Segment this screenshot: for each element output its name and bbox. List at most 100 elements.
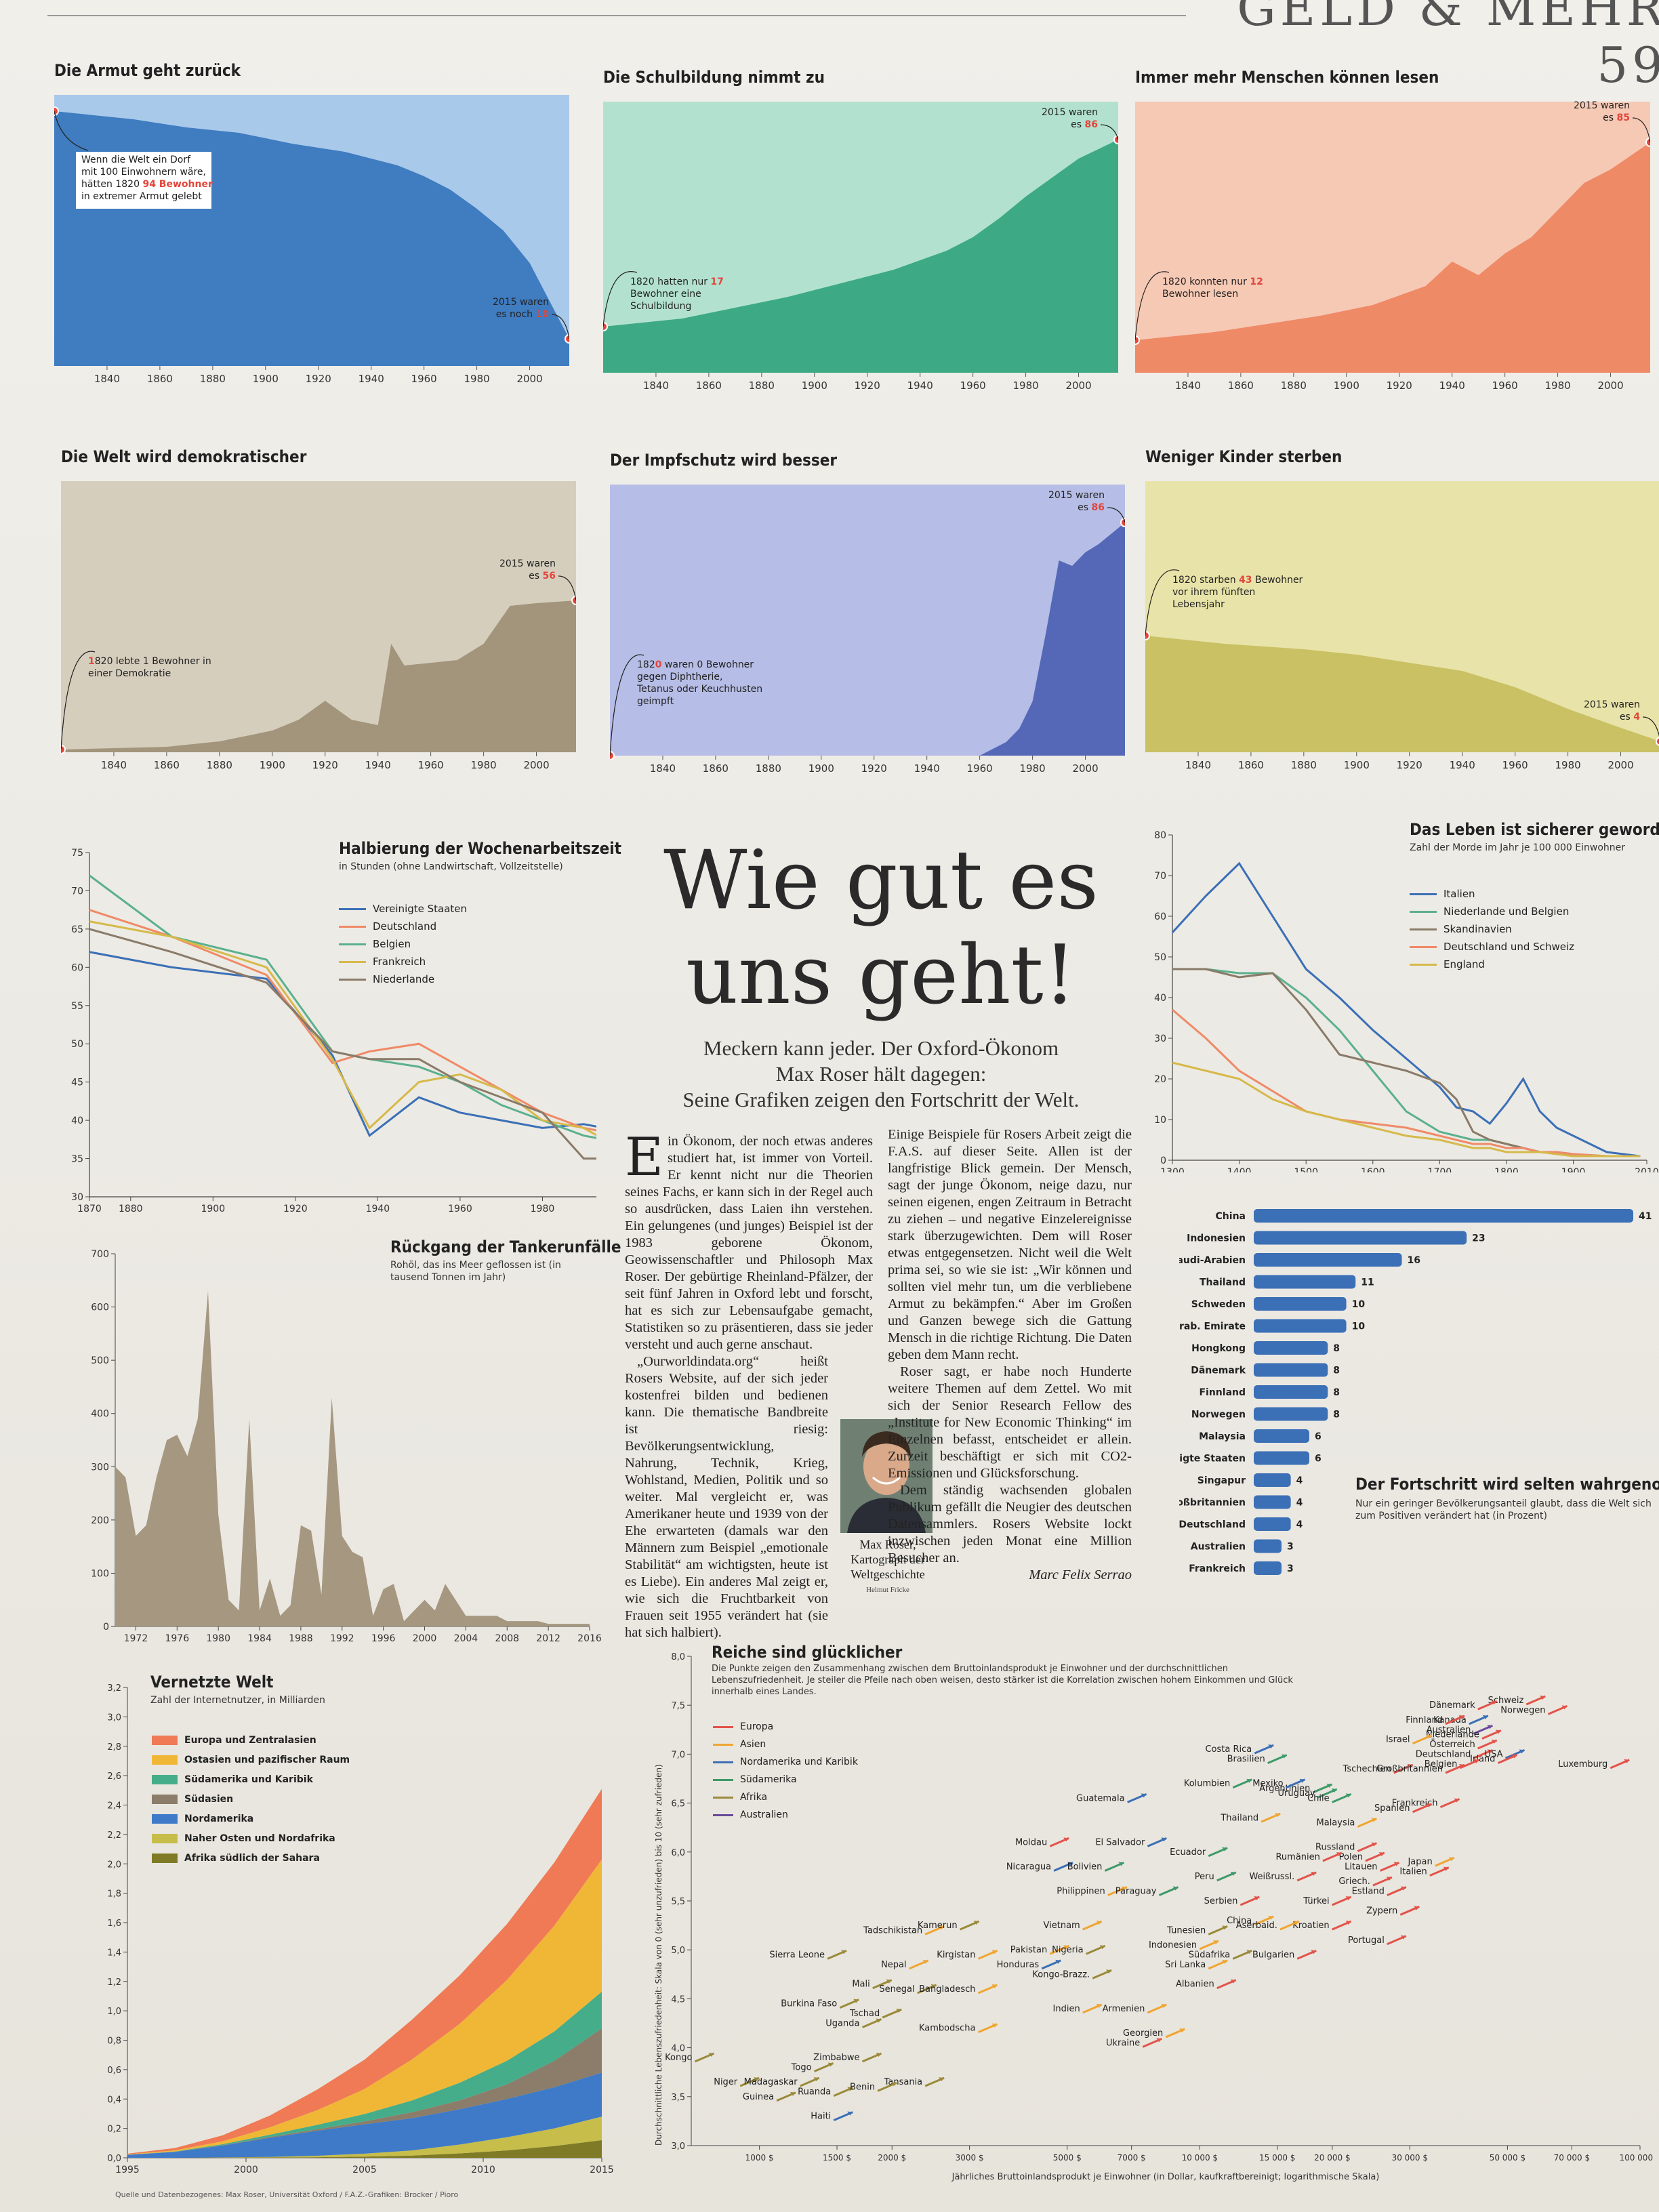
x-tick-label: 1972 [124,1633,148,1644]
bar-category-label: Dänemark [1191,1366,1246,1376]
country-label: Griech. [1338,1877,1370,1887]
x-tick-label: 1960 [1492,380,1518,392]
annotation-text: hätten 1820 94 Bewohner [81,179,213,190]
country-arrowhead [1063,1837,1069,1842]
x-tick-label: 1900 [802,380,827,392]
country-label: Argentinien [1259,1784,1310,1794]
bar-value-label: 3 [1287,1563,1294,1574]
x-tick-label: 1880 [749,380,775,392]
end-annotation: 2015 waren [1584,699,1640,710]
area-chart-panel: Die Welt wird demokratischer 1840 1860 1880… [61,447,576,786]
country-arrowhead [813,2077,819,2082]
series-line [1171,861,1641,1158]
end-annotation-part: es [1620,712,1633,722]
x-tick-label: 1960 [411,373,437,385]
country-arrowhead [1141,1793,1147,1798]
tanker-spill-plot: 700 600 500 400 300 200 100 0 1972 1976 1980 1984 19… [91,1249,602,1644]
y-tick-label: 400 [91,1409,109,1420]
start-point [61,745,66,754]
area-plot: 1840 1860 1880 1900 1920 1940 1960 1980 2000 1820… [61,481,576,771]
country-arrowhead [1222,1847,1228,1851]
legend-swatch [339,978,366,981]
internet-users-plot: 3,2 3,0 2,8 2,6 2,4 2,2 2,0 1,8 1,6 1,4 1,2 1,0 0,8 0… [107,1683,614,2175]
country-label: Kolumbien [1184,1779,1230,1789]
country-arrowhead [1407,1764,1413,1769]
country-arrowhead [939,2077,945,2082]
x-tick-label: 1980 [206,1633,230,1644]
country-label: Mali [852,1980,869,1990]
legend-item: Asien [713,1739,766,1750]
legend-label: Afrika [740,1792,768,1803]
bar [1254,1561,1282,1575]
country-arrowhead [1473,1759,1479,1763]
y-tick-label: 20 [1154,1074,1166,1085]
country-arrowhead [1326,1783,1332,1788]
bar-value-label: 8 [1333,1366,1340,1376]
legend-item: Südamerika [713,1774,797,1785]
x-tick-label: 1920 [1397,759,1422,771]
x-tick-label: 2000 $ [878,2153,906,2163]
legend-swatch [713,1725,733,1728]
x-tick-label: 3000 $ [956,2153,984,2163]
chart-subtitle: Zahl der Morde im Jahr je 100 000 Einwoh… [1410,842,1625,853]
x-tick-label: 1900 [201,1204,225,1213]
country-label: Israel [1386,1735,1410,1745]
article-paragraph: Roser sagt, er habe noch Hunderte weiter… [888,1364,1132,1481]
bar [1254,1407,1328,1421]
chart-title: Die Schulbildung nimmt zu [603,68,825,87]
country-arrowhead [922,1959,928,1964]
headline: Wie gut es uns geht! [623,834,1139,1023]
bar [1254,1363,1328,1377]
y-tick-label: 30 [71,1192,83,1203]
legend-label: Vereinigte Staaten [373,903,468,915]
country-label: USA [1485,1749,1503,1759]
end-leader [551,314,569,340]
annotation-text: 1820 konnten nur 12 [1162,276,1263,287]
x-tick-label: 1840 [1175,380,1201,392]
legend-swatch [713,1778,733,1781]
x-tick-label: 1920 [306,373,331,385]
x-tick-label: 1980 [531,1204,555,1213]
y-tick-label: 30 [1154,1033,1166,1044]
series-line [1172,1061,1641,1158]
country-arrowhead [1448,1857,1454,1862]
legend-label: Südasien [184,1794,234,1805]
area-series [603,140,1118,373]
country-arrowhead [1371,1842,1377,1847]
area-chart-panel: Die Schulbildung nimmt zu 1840 1860 1880 190… [603,68,1118,407]
legend-label: Afrika südlich der Sahara [184,1853,320,1864]
area-chart-panel: Weniger Kinder sterben 1840 1860 1880 1900 19… [1145,447,1659,786]
y-tick-label: 2,0 [107,1860,121,1870]
bar [1254,1429,1309,1443]
legend-item: Belgien [339,938,411,950]
y-tick-label: 200 [91,1515,109,1526]
legend-item: Skandinavien [1410,923,1512,935]
x-tick-label: 1900 [808,762,834,775]
x-tick-label: 1880 [1281,380,1307,392]
y-tick-label: 1,8 [107,1889,121,1900]
country-label: El Salvador [1095,1837,1145,1847]
annotation-text: mit 100 Einwohnern wäre, [81,167,206,178]
x-tick-label: 1300 [1160,1167,1185,1172]
x-tick-label: 1984 [247,1633,272,1644]
country-arrowhead [991,1984,998,1988]
bar [1254,1451,1309,1465]
y-tick-label: 2,6 [107,1771,121,1782]
x-tick-label: 1900 [1344,759,1370,771]
y-tick-label: 0,4 [107,2095,121,2105]
area-chart-panel: Der Impfschutz wird besser 1840 1860 1880 19… [610,451,1125,790]
legend-swatch [1410,945,1437,948]
country-arrowhead [1561,1705,1568,1710]
legend-swatch [152,1795,178,1804]
x-tick-label: 1840 [101,759,127,771]
x-tick-label: 2004 [454,1633,478,1644]
country-arrowhead [1106,1969,1112,1974]
legend-swatch [1410,928,1437,930]
country-label: Japan [1407,1857,1432,1867]
end-point [1656,737,1659,746]
country-label: Kongo-Brazz. [1032,1969,1090,1980]
x-tick-label: 2000 [234,2165,258,2175]
